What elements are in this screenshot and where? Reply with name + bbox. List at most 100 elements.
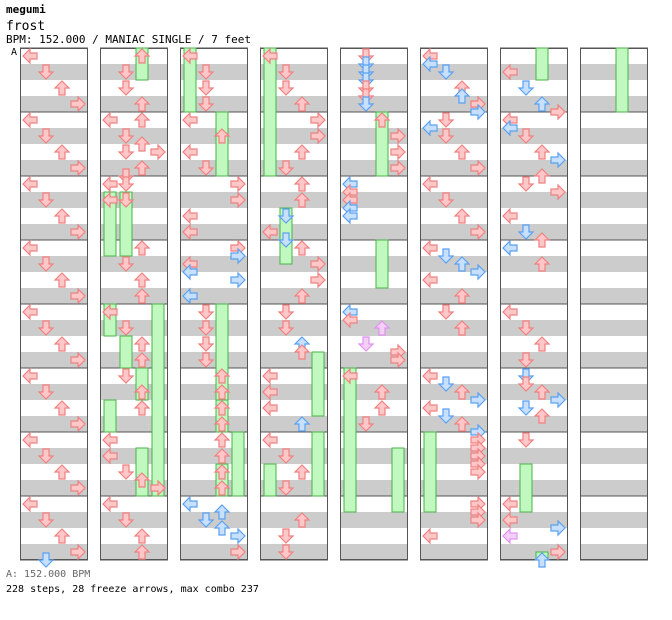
step-arrow [133,336,151,352]
beat-stripe [500,416,568,432]
step-arrow [502,511,518,529]
beat-stripe [20,384,88,400]
step-arrow [22,367,38,385]
beat-stripe [260,256,328,272]
step-arrow [262,367,278,385]
step-arrow [453,144,471,160]
step-arrow [277,304,295,320]
step-arrow [70,159,86,177]
step-arrow [373,400,391,416]
beat-stripe [260,224,328,240]
step-arrow [277,528,295,544]
step-arrow [277,480,295,496]
beat-stripe [20,544,88,560]
beat-stripe [100,192,168,208]
step-arrow [37,192,55,208]
step-arrow [70,223,86,241]
step-arrow [37,512,55,528]
step-arrow [70,95,86,113]
freeze-arrow [311,431,325,497]
step-arrow [437,128,455,144]
beat-stripe [100,128,168,144]
beat-stripe [20,160,88,176]
section-marker: A [11,47,18,58]
beat-stripe [20,512,88,528]
step-arrow [262,431,278,449]
step-arrow [230,543,246,561]
step-arrow [550,183,566,201]
step-arrow [517,376,535,392]
step-arrow [357,336,375,352]
step-arrow [533,168,551,184]
beat-stripe [180,160,248,176]
beat-stripe [340,256,408,272]
step-arrow [293,512,311,528]
step-arrow [453,288,471,304]
beat-stripe [100,96,168,112]
step-arrow [533,552,551,568]
freeze-arrow [263,463,277,497]
freeze-arrow [231,431,245,497]
step-arrow [53,272,71,288]
beat-stripe [180,512,248,528]
step-arrow [550,543,566,561]
step-arrow [133,472,151,488]
step-arrow [37,128,55,144]
beat-stripe [100,288,168,304]
freeze-arrow [135,447,149,497]
beat-stripe [180,480,248,496]
beat-stripe [340,160,408,176]
column-frame [420,48,488,560]
beat-stripe [500,320,568,336]
step-arrow [437,376,455,392]
step-arrow [517,432,535,448]
beat-stripe [260,480,328,496]
step-arrow [102,111,118,129]
beat-stripe [260,192,328,208]
step-arrow [390,351,406,369]
step-arrow [102,447,118,465]
freeze-arrow [535,47,549,81]
step-arrow [197,64,215,80]
step-arrow [182,207,198,225]
step-arrow [213,384,231,400]
step-arrow [373,384,391,400]
step-arrow [182,47,198,65]
beat-stripe [100,160,168,176]
freeze-arrow [375,239,389,289]
step-arrow [197,512,215,528]
step-arrow [502,119,518,137]
freeze-arrow [103,191,117,257]
step-arrow [230,527,246,545]
beat-stripe [180,384,248,400]
step-arrow [117,512,135,528]
step-arrow [102,175,118,193]
beat-stripe [580,544,648,560]
step-arrow [550,103,566,121]
beat-stripe [580,448,648,464]
beat-stripe [580,416,648,432]
beat-stripe [580,384,648,400]
step-arrow [293,288,311,304]
beat-stripe [100,256,168,272]
freeze-arrow [519,463,533,513]
step-arrow [102,191,118,209]
beat-stripe [420,320,488,336]
step-arrow [470,263,486,281]
step-arrow [37,448,55,464]
step-arrow [22,431,38,449]
step-arrow [277,160,295,176]
step-arrow [342,207,358,225]
beat-stripe [180,352,248,368]
beat-stripe [500,64,568,80]
freeze-arrow [183,47,197,113]
step-arrow [293,240,311,256]
beat-stripe [20,288,88,304]
beat-stripe [500,224,568,240]
step-arrow [293,192,311,208]
step-arrow [502,527,518,545]
beat-stripe [20,96,88,112]
step-arrow [70,543,86,561]
step-arrow [502,63,518,81]
beat-stripe [500,160,568,176]
